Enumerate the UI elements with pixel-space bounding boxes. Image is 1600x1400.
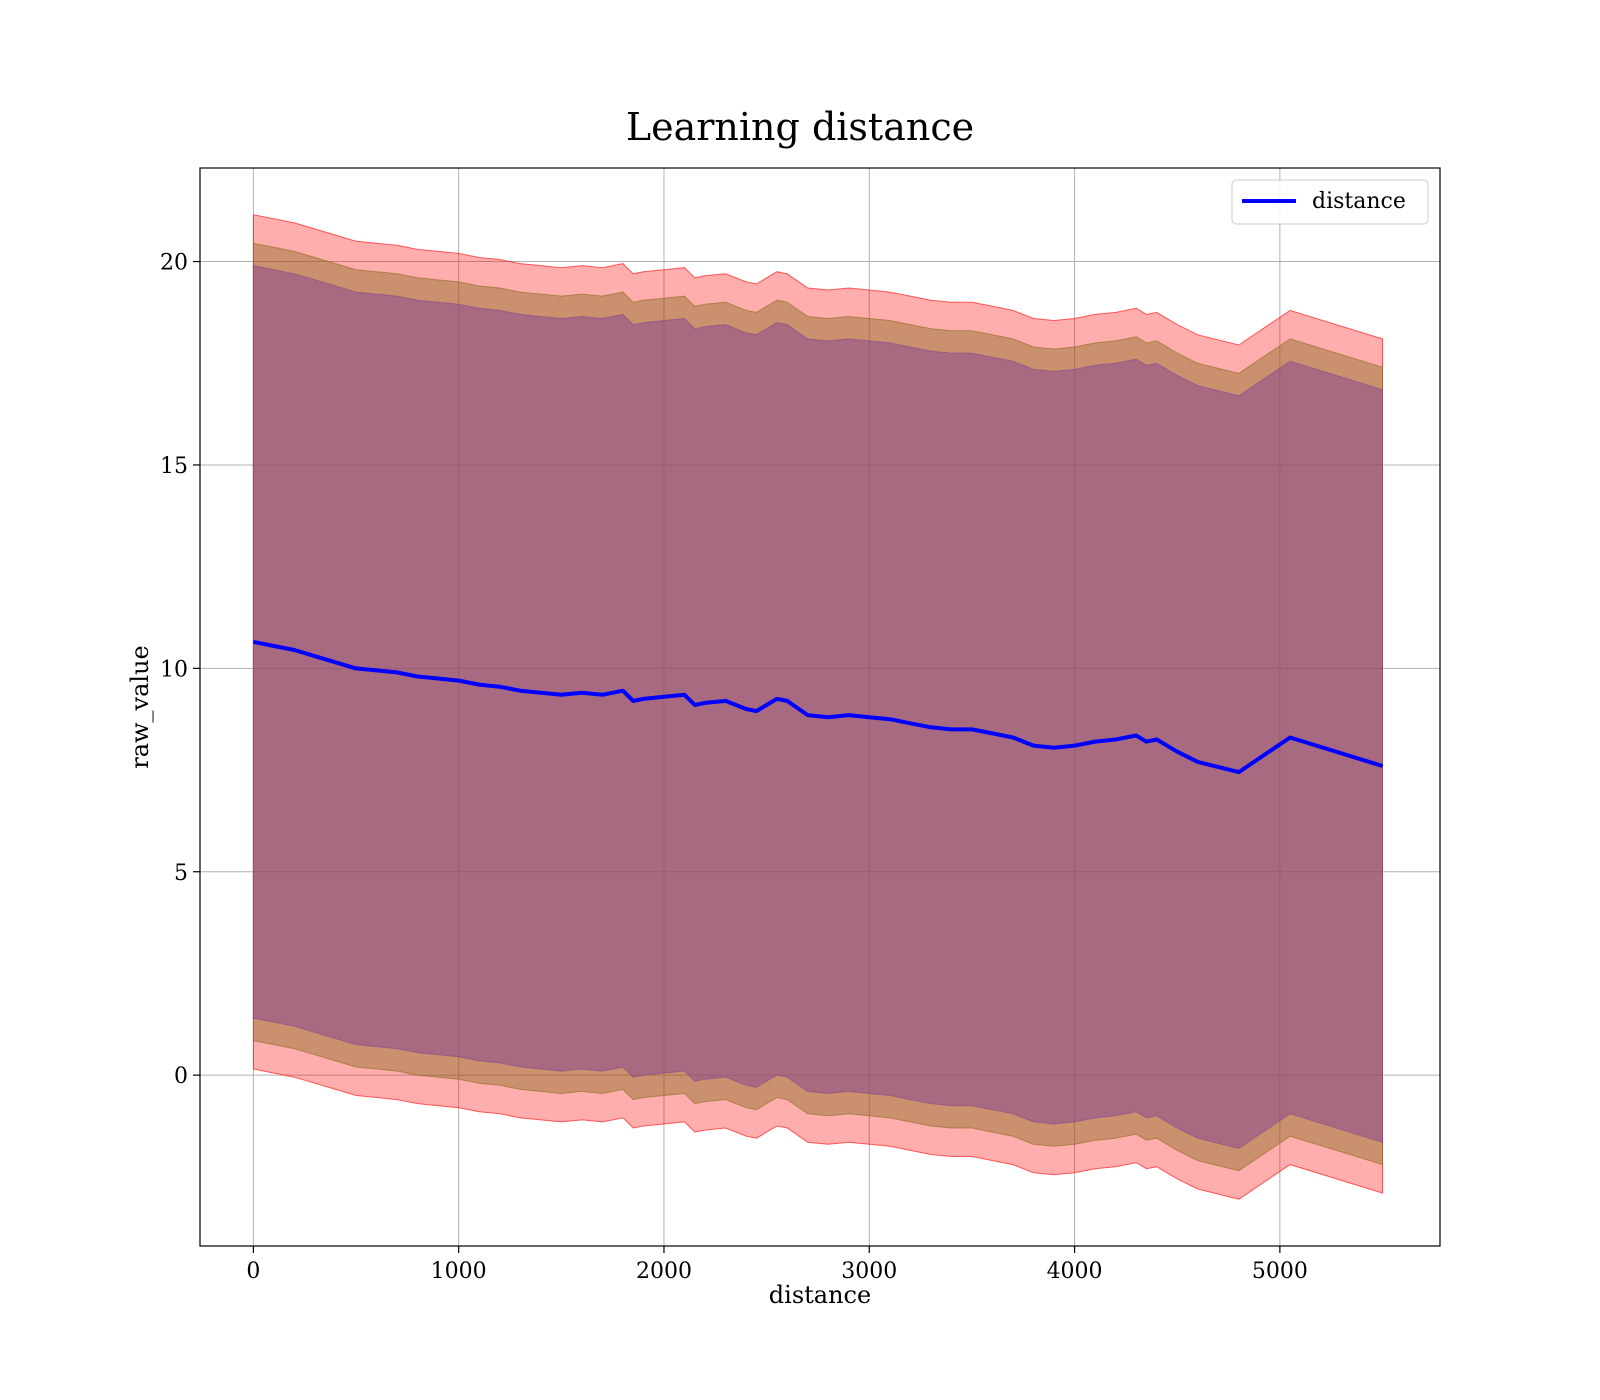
plot-frame [199, 167, 1441, 1247]
x-tick-label: 5000 [1252, 1259, 1308, 1284]
x-tick-label: 4000 [1047, 1259, 1103, 1284]
chart-title: Learning distance [626, 105, 974, 149]
confidence-bands [252, 214, 1383, 1200]
x-tick-label: 3000 [841, 1259, 897, 1284]
x-tick-label: 2000 [636, 1259, 692, 1284]
series-line-distance [253, 639, 1384, 775]
y-tick-label: 20 [160, 251, 188, 276]
x-tick-label: 0 [246, 1259, 260, 1284]
axis-ticks: 0 1000 2000 3000 4000 5000 0 5 10 15 20 [160, 251, 1308, 1284]
y-tick-label: 10 [160, 657, 188, 682]
legend: distance [1231, 179, 1429, 225]
x-axis-label: distance [769, 1281, 871, 1309]
legend-box [1231, 179, 1429, 225]
y-tick-label: 15 [160, 454, 188, 479]
y-axis-label: raw_value [126, 645, 154, 769]
x-tick-label: 1000 [431, 1259, 487, 1284]
y-tick-label: 0 [174, 1064, 188, 1089]
y-tick-label: 5 [174, 861, 188, 886]
series-lines [253, 639, 1384, 775]
band-inner [252, 264, 1383, 1149]
legend-entry-distance: distance [1312, 189, 1406, 214]
